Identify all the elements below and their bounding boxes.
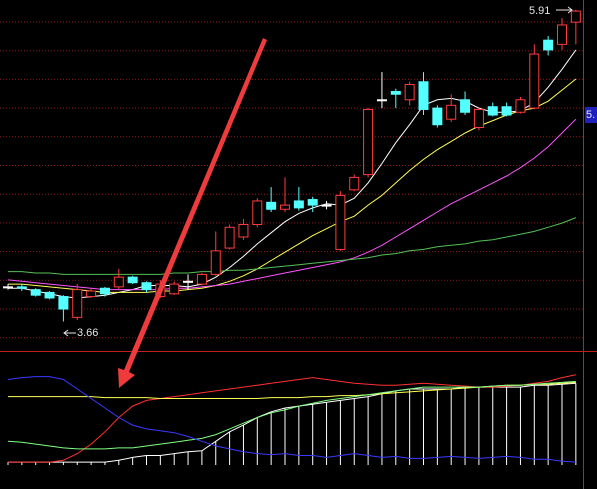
candle-body [376, 99, 387, 102]
candle-body [335, 194, 346, 250]
candle-body [432, 107, 443, 126]
indicator-line [7, 376, 576, 463]
candle-body [349, 176, 360, 191]
candle-body [307, 199, 318, 206]
candle-body [418, 81, 429, 110]
candle-body [183, 280, 194, 283]
moving-average-line [8, 49, 577, 299]
low-label-arrow-head [63, 329, 69, 337]
last-price-box [585, 107, 597, 123]
candle-body [293, 200, 304, 209]
candle-body [363, 108, 374, 176]
last-price-label: 5. [586, 109, 595, 121]
candle-body [16, 286, 27, 289]
candle-body [460, 99, 471, 113]
guides [0, 21, 583, 339]
candle-body [86, 290, 97, 298]
candle-body [127, 276, 138, 284]
candle-body [404, 84, 415, 101]
annotation-arrow [118, 38, 267, 388]
candle-body [252, 200, 263, 226]
candle-body [321, 204, 332, 207]
high-label: 5.91 [529, 5, 550, 17]
high-label-arrow-head [567, 6, 573, 14]
low-label: 3.66 [77, 327, 98, 339]
candle-body [141, 282, 152, 291]
candle-body [238, 224, 249, 238]
candle-body [30, 289, 41, 296]
candle-body [58, 296, 69, 310]
candle-body [390, 90, 401, 95]
candle-body [280, 204, 290, 210]
candle-body [99, 287, 110, 295]
candle-body [113, 276, 124, 288]
moving-average-line [8, 217, 577, 275]
indicator-line [7, 380, 576, 450]
candle-body [570, 10, 581, 23]
candle-body [224, 226, 235, 249]
candle-body [169, 283, 180, 295]
candle-body [72, 289, 83, 318]
candle-body [557, 24, 567, 45]
candle-body [515, 99, 526, 113]
candle-body [543, 39, 554, 51]
candle-body [529, 53, 540, 109]
candle-body [501, 106, 512, 116]
plot-area [3, 9, 581, 465]
candle-body [266, 201, 277, 210]
candle-body [487, 106, 498, 116]
candle-body [3, 286, 13, 289]
candle-body [210, 250, 221, 275]
candle-body [196, 273, 207, 285]
candle-body [446, 104, 457, 120]
candle-body [44, 291, 55, 299]
candle-body [473, 108, 484, 128]
